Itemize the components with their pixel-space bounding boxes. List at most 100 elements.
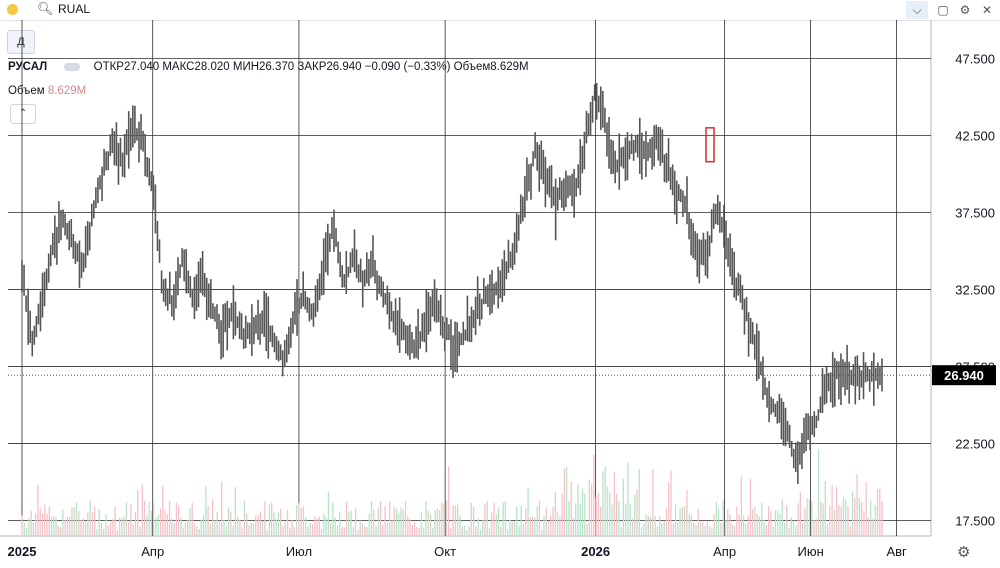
volume-bar <box>797 503 799 536</box>
volume-bar <box>352 527 354 536</box>
volume-bar <box>758 516 761 536</box>
volume-bar <box>565 466 568 536</box>
change-value: −0.090 (−0.33%) <box>364 61 451 73</box>
volume-bar <box>477 518 479 536</box>
volume-bar <box>289 527 291 536</box>
volume-bar <box>742 515 745 536</box>
volume-bar <box>434 510 436 536</box>
volume-bar <box>604 466 606 536</box>
volume-bar <box>157 514 159 536</box>
volume-bar <box>513 521 516 536</box>
volume-bar <box>822 503 824 536</box>
volume-bar <box>125 502 128 536</box>
period-button[interactable]: Д <box>7 30 35 54</box>
volume-bar <box>772 526 774 536</box>
search-icon[interactable]: 🔍︎ <box>37 1 54 16</box>
volume-bar <box>332 502 334 536</box>
volume-bar <box>559 517 561 536</box>
volume-bar <box>874 504 876 536</box>
chevron-down-icon[interactable]: ⌵ <box>906 1 928 19</box>
volume-bar <box>298 503 300 536</box>
volume-bar <box>463 525 466 536</box>
volume-bar <box>196 526 198 536</box>
volume-bar <box>259 511 261 536</box>
volume-bar <box>740 476 743 536</box>
volume-bar <box>109 521 112 536</box>
volume-bar <box>681 506 684 536</box>
volume-bar <box>683 506 686 536</box>
volume-bar <box>525 508 527 536</box>
settings-icon[interactable]: ⚙ <box>959 3 971 17</box>
volume-bar <box>46 513 48 536</box>
volume-bar <box>833 509 836 536</box>
volume-bar <box>459 515 461 536</box>
volume-bar <box>497 507 500 536</box>
volume-bar <box>400 507 402 536</box>
volume-bar <box>234 487 236 536</box>
volume-bar <box>545 507 547 536</box>
volume-bar <box>615 493 618 536</box>
volume-bar <box>32 522 35 536</box>
volume-bar <box>384 506 386 536</box>
volume-bar <box>205 486 207 536</box>
volume-bar <box>697 508 699 536</box>
volume-bar <box>656 526 659 536</box>
close-icon[interactable]: ✕ <box>981 3 993 17</box>
volume-bar <box>531 516 534 536</box>
collapse-button[interactable]: ⌃ <box>10 104 36 124</box>
volume-bar <box>457 504 459 536</box>
volume-bar <box>811 501 813 536</box>
volume-bar <box>856 474 858 536</box>
volume-bar <box>858 497 861 536</box>
volume-bar <box>98 509 100 536</box>
volume-bar <box>246 513 248 536</box>
x-tick-label: Апр <box>713 544 736 559</box>
volume-bar <box>50 516 53 536</box>
volume-bar <box>470 502 472 536</box>
volume-bar <box>824 480 826 536</box>
volume-bar <box>870 500 872 536</box>
volume-bar <box>366 527 368 536</box>
volume-bar <box>55 517 57 536</box>
volume-bar <box>702 521 704 536</box>
volume-bar <box>177 505 180 536</box>
volume-bar <box>148 502 150 536</box>
volume-bar <box>116 529 119 536</box>
last-price-label: 26.940 <box>944 368 984 383</box>
volume-bar <box>330 523 332 536</box>
volume-bar <box>432 528 434 536</box>
volume-bar <box>777 510 779 536</box>
volume-bar <box>536 506 538 536</box>
volume-bar <box>350 510 352 536</box>
volume-bar <box>225 526 227 536</box>
volume-bar <box>130 503 132 536</box>
volume-bar <box>475 526 477 536</box>
volume-bar <box>561 494 563 536</box>
volume-bar <box>427 511 429 536</box>
volume-bar <box>221 481 223 536</box>
restore-icon[interactable]: ▢ <box>937 3 949 17</box>
volume-bar <box>275 518 277 536</box>
volume-bar <box>518 525 520 536</box>
volume-bar <box>817 448 820 536</box>
volume-bar <box>53 515 55 536</box>
volume-bar <box>879 488 881 536</box>
volume-bar <box>236 516 239 536</box>
volume-bar <box>227 507 230 536</box>
volume-bar <box>128 521 130 536</box>
volume-bar <box>429 514 432 536</box>
volume-bar <box>114 506 116 536</box>
legend-toggle[interactable] <box>64 62 81 71</box>
volume-bar <box>765 524 767 536</box>
volume-bar <box>695 524 697 536</box>
x-tick-label: Авг <box>886 544 907 559</box>
ticker-symbol[interactable]: RUAL <box>58 2 91 16</box>
volume-bar <box>649 517 652 536</box>
volume-bar <box>749 478 752 536</box>
volume-bar <box>815 518 817 536</box>
volume-bar <box>799 492 802 536</box>
volume-bar <box>715 501 718 536</box>
gear-icon[interactable]: ⚙ <box>957 544 971 561</box>
volume-bar <box>146 515 148 536</box>
